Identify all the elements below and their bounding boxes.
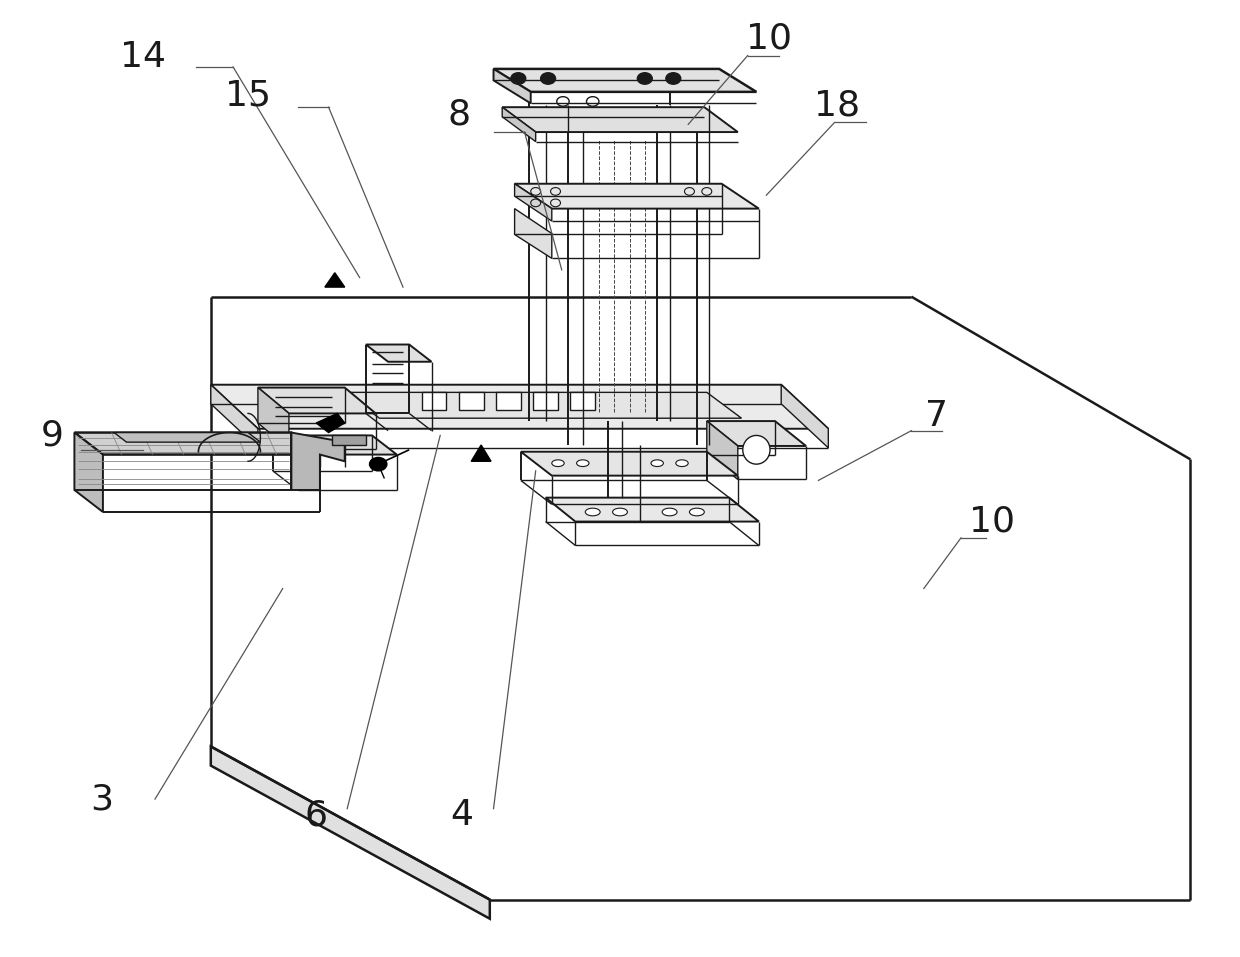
Polygon shape	[521, 452, 738, 476]
Text: 15: 15	[224, 78, 272, 113]
Ellipse shape	[743, 435, 770, 464]
Polygon shape	[515, 209, 552, 258]
Ellipse shape	[613, 508, 627, 516]
Circle shape	[541, 73, 556, 84]
Polygon shape	[515, 184, 759, 209]
Polygon shape	[496, 392, 521, 410]
Polygon shape	[211, 746, 490, 919]
Polygon shape	[316, 413, 345, 433]
Polygon shape	[515, 184, 552, 221]
Polygon shape	[273, 435, 397, 455]
Text: 9: 9	[41, 418, 63, 453]
Ellipse shape	[662, 508, 677, 516]
Polygon shape	[494, 69, 756, 92]
Polygon shape	[74, 433, 103, 512]
Text: 10: 10	[968, 504, 1016, 539]
Polygon shape	[494, 69, 531, 103]
Polygon shape	[459, 392, 484, 410]
Polygon shape	[533, 392, 558, 410]
Polygon shape	[366, 345, 432, 362]
Polygon shape	[291, 433, 345, 490]
Text: 10: 10	[745, 21, 792, 56]
Circle shape	[511, 73, 526, 84]
Text: 6: 6	[305, 798, 327, 833]
Polygon shape	[114, 433, 260, 442]
Polygon shape	[325, 273, 345, 287]
Polygon shape	[546, 498, 759, 522]
Polygon shape	[570, 392, 595, 410]
Ellipse shape	[651, 459, 663, 466]
Polygon shape	[781, 385, 828, 448]
Text: 3: 3	[91, 782, 113, 816]
Circle shape	[666, 73, 681, 84]
Polygon shape	[502, 107, 738, 132]
Polygon shape	[211, 385, 828, 429]
Polygon shape	[707, 421, 738, 479]
Polygon shape	[422, 392, 446, 410]
Circle shape	[637, 73, 652, 84]
Ellipse shape	[585, 508, 600, 516]
Text: 8: 8	[448, 98, 470, 132]
Text: 7: 7	[925, 399, 947, 434]
Polygon shape	[502, 107, 536, 142]
Ellipse shape	[689, 508, 704, 516]
Ellipse shape	[676, 459, 688, 466]
Polygon shape	[332, 435, 366, 445]
Ellipse shape	[577, 459, 589, 466]
Polygon shape	[74, 433, 320, 455]
Circle shape	[370, 457, 387, 471]
Polygon shape	[707, 421, 806, 446]
Polygon shape	[345, 392, 742, 418]
Ellipse shape	[552, 459, 564, 466]
Polygon shape	[471, 445, 491, 461]
Text: 14: 14	[119, 40, 166, 75]
Polygon shape	[211, 385, 258, 448]
Polygon shape	[258, 388, 289, 449]
Text: 4: 4	[450, 798, 472, 833]
Text: 18: 18	[813, 88, 861, 122]
Polygon shape	[258, 388, 376, 413]
